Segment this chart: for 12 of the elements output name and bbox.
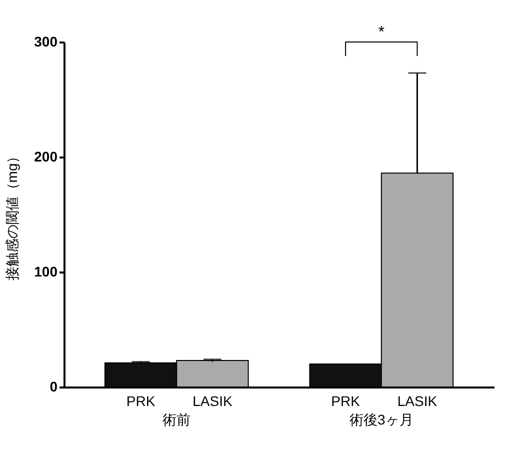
x-tick-label: 術後3ヶ月 (349, 412, 414, 428)
series-label: PRK (126, 393, 156, 409)
y-tick-label: 200 (34, 148, 58, 164)
x-tick-label: 術前 (162, 412, 191, 428)
y-tick-label: 300 (34, 34, 58, 50)
y-axis-title: 接触感の閾値（mg） (4, 149, 20, 281)
text: * (378, 24, 384, 41)
y-tick-label: 100 (34, 264, 58, 280)
text: LASIK (397, 393, 438, 409)
series-label: LASIK (192, 393, 233, 409)
text: PRK (331, 393, 360, 409)
y-tick-label: 0 (50, 378, 58, 394)
